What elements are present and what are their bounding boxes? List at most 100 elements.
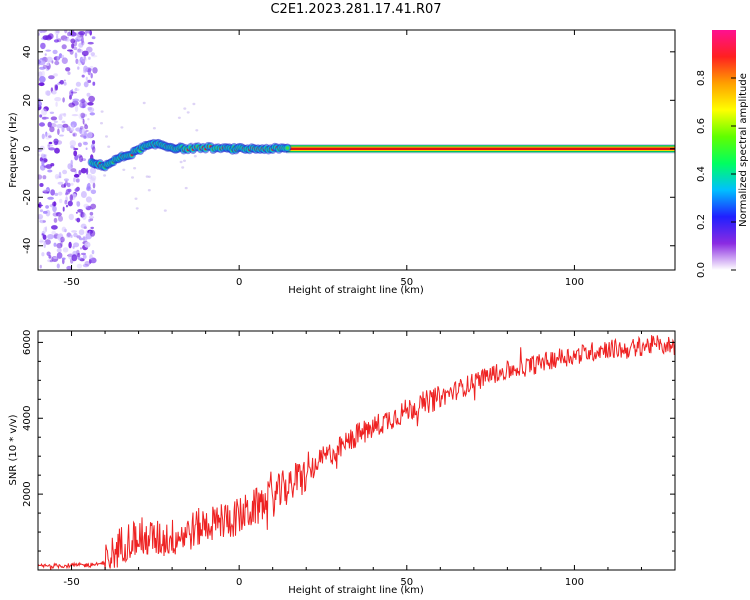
noise-speck (57, 82, 61, 86)
noise-speck (38, 149, 43, 152)
noise-speck (62, 258, 65, 265)
noise-speck (92, 146, 96, 154)
noise-speck (45, 205, 49, 209)
noise-speck (147, 189, 151, 192)
noise-speck (61, 257, 66, 260)
noise-speck (71, 254, 78, 262)
x-tick-label: 0 (236, 577, 242, 588)
noise-speck (41, 252, 45, 257)
noise-speck (131, 176, 134, 179)
noise-speck (42, 220, 46, 223)
noise-speck (91, 55, 98, 58)
noise-speck (56, 38, 62, 43)
noise-speck (70, 168, 77, 173)
noise-speck (68, 102, 75, 108)
noise-speck (71, 124, 75, 128)
noise-speck (39, 145, 45, 151)
noise-speck (70, 91, 78, 94)
noise-speck (42, 234, 47, 240)
noise-speck (72, 146, 76, 151)
noise-speck (62, 123, 69, 128)
noise-speck (54, 60, 60, 66)
noise-speck (42, 35, 50, 40)
noise-speck (181, 166, 185, 169)
noise-speck (87, 118, 90, 121)
noise-speck (134, 197, 138, 200)
noise-speck (83, 135, 87, 139)
noise-speck (42, 175, 47, 180)
noise-speck (72, 132, 77, 137)
noise-speck (39, 216, 42, 223)
noise-speck (39, 238, 44, 244)
noise-speck (81, 74, 85, 78)
noise-speck (52, 205, 57, 213)
noise-speck (105, 135, 108, 138)
noise-speck (49, 111, 55, 115)
noise-speck (90, 175, 97, 181)
noise-speck (38, 71, 43, 78)
noise-speck (82, 254, 87, 259)
noise-speck (84, 241, 91, 248)
noise-speck (90, 167, 96, 175)
heatmap-x-label: Height of straight line (km) (288, 285, 424, 296)
noise-speck (80, 223, 87, 229)
noise-speck (74, 87, 78, 91)
noise-speck (186, 111, 190, 114)
noise-speck (38, 82, 45, 87)
x-tick-label: -50 (63, 577, 79, 588)
noise-speck (70, 234, 73, 238)
noise-speck (67, 163, 72, 170)
noise-speck (81, 56, 87, 63)
noise-speck (41, 233, 44, 236)
noise-speck (74, 188, 79, 192)
noise-speck (83, 81, 89, 88)
noise-speck (193, 155, 197, 158)
noise-speck (43, 165, 49, 168)
noise-speck (50, 163, 55, 167)
noise-speck (67, 49, 73, 52)
noise-speck (74, 105, 79, 112)
chart-title: C2E1.2023.281.17.41.R07 (270, 2, 442, 17)
noise-speck (76, 201, 81, 207)
noise-speck (53, 138, 59, 144)
x-tick-label: 50 (400, 277, 413, 288)
noise-speck (152, 127, 156, 130)
noise-speck (41, 108, 48, 116)
noise-speck (86, 46, 93, 53)
y-tick-label: 20 (22, 94, 33, 107)
noise-speck (60, 184, 66, 188)
noise-speck (77, 209, 83, 213)
noise-speck (55, 84, 58, 91)
noise-speck (46, 251, 51, 257)
noise-speck (88, 218, 91, 223)
noise-speck (82, 213, 87, 220)
noise-speck (58, 191, 63, 196)
noise-speck (62, 97, 65, 103)
noise-speck (38, 76, 46, 83)
noise-speck (77, 256, 81, 260)
noise-speck (73, 46, 78, 51)
heatmap-frame (37, 29, 676, 271)
noise-speck (70, 31, 77, 37)
noise-speck (64, 30, 68, 34)
noise-speck (58, 215, 63, 222)
noise-speck (81, 50, 89, 56)
noise-speck (61, 120, 66, 124)
noise-speck (61, 226, 67, 232)
noise-speck (72, 245, 75, 249)
colorbar-tick-label: 0.2 (696, 214, 707, 230)
noise-speck (74, 155, 79, 161)
noise-speck (83, 65, 88, 73)
colorbar-tick-label: 0.0 (696, 262, 707, 278)
noise-speck (53, 73, 58, 77)
noise-speck (48, 135, 52, 138)
noise-speck (80, 167, 87, 174)
noise-speck (63, 79, 66, 82)
noise-speck (133, 167, 137, 170)
noise-speck (80, 112, 86, 119)
noise-speck (50, 189, 55, 196)
colorbar-tick-label: 0.6 (696, 118, 707, 134)
heatmap-y-axis: -40 -20 0 20 40 (22, 45, 675, 254)
noise-speck (41, 116, 49, 120)
noise-speck (56, 263, 60, 269)
